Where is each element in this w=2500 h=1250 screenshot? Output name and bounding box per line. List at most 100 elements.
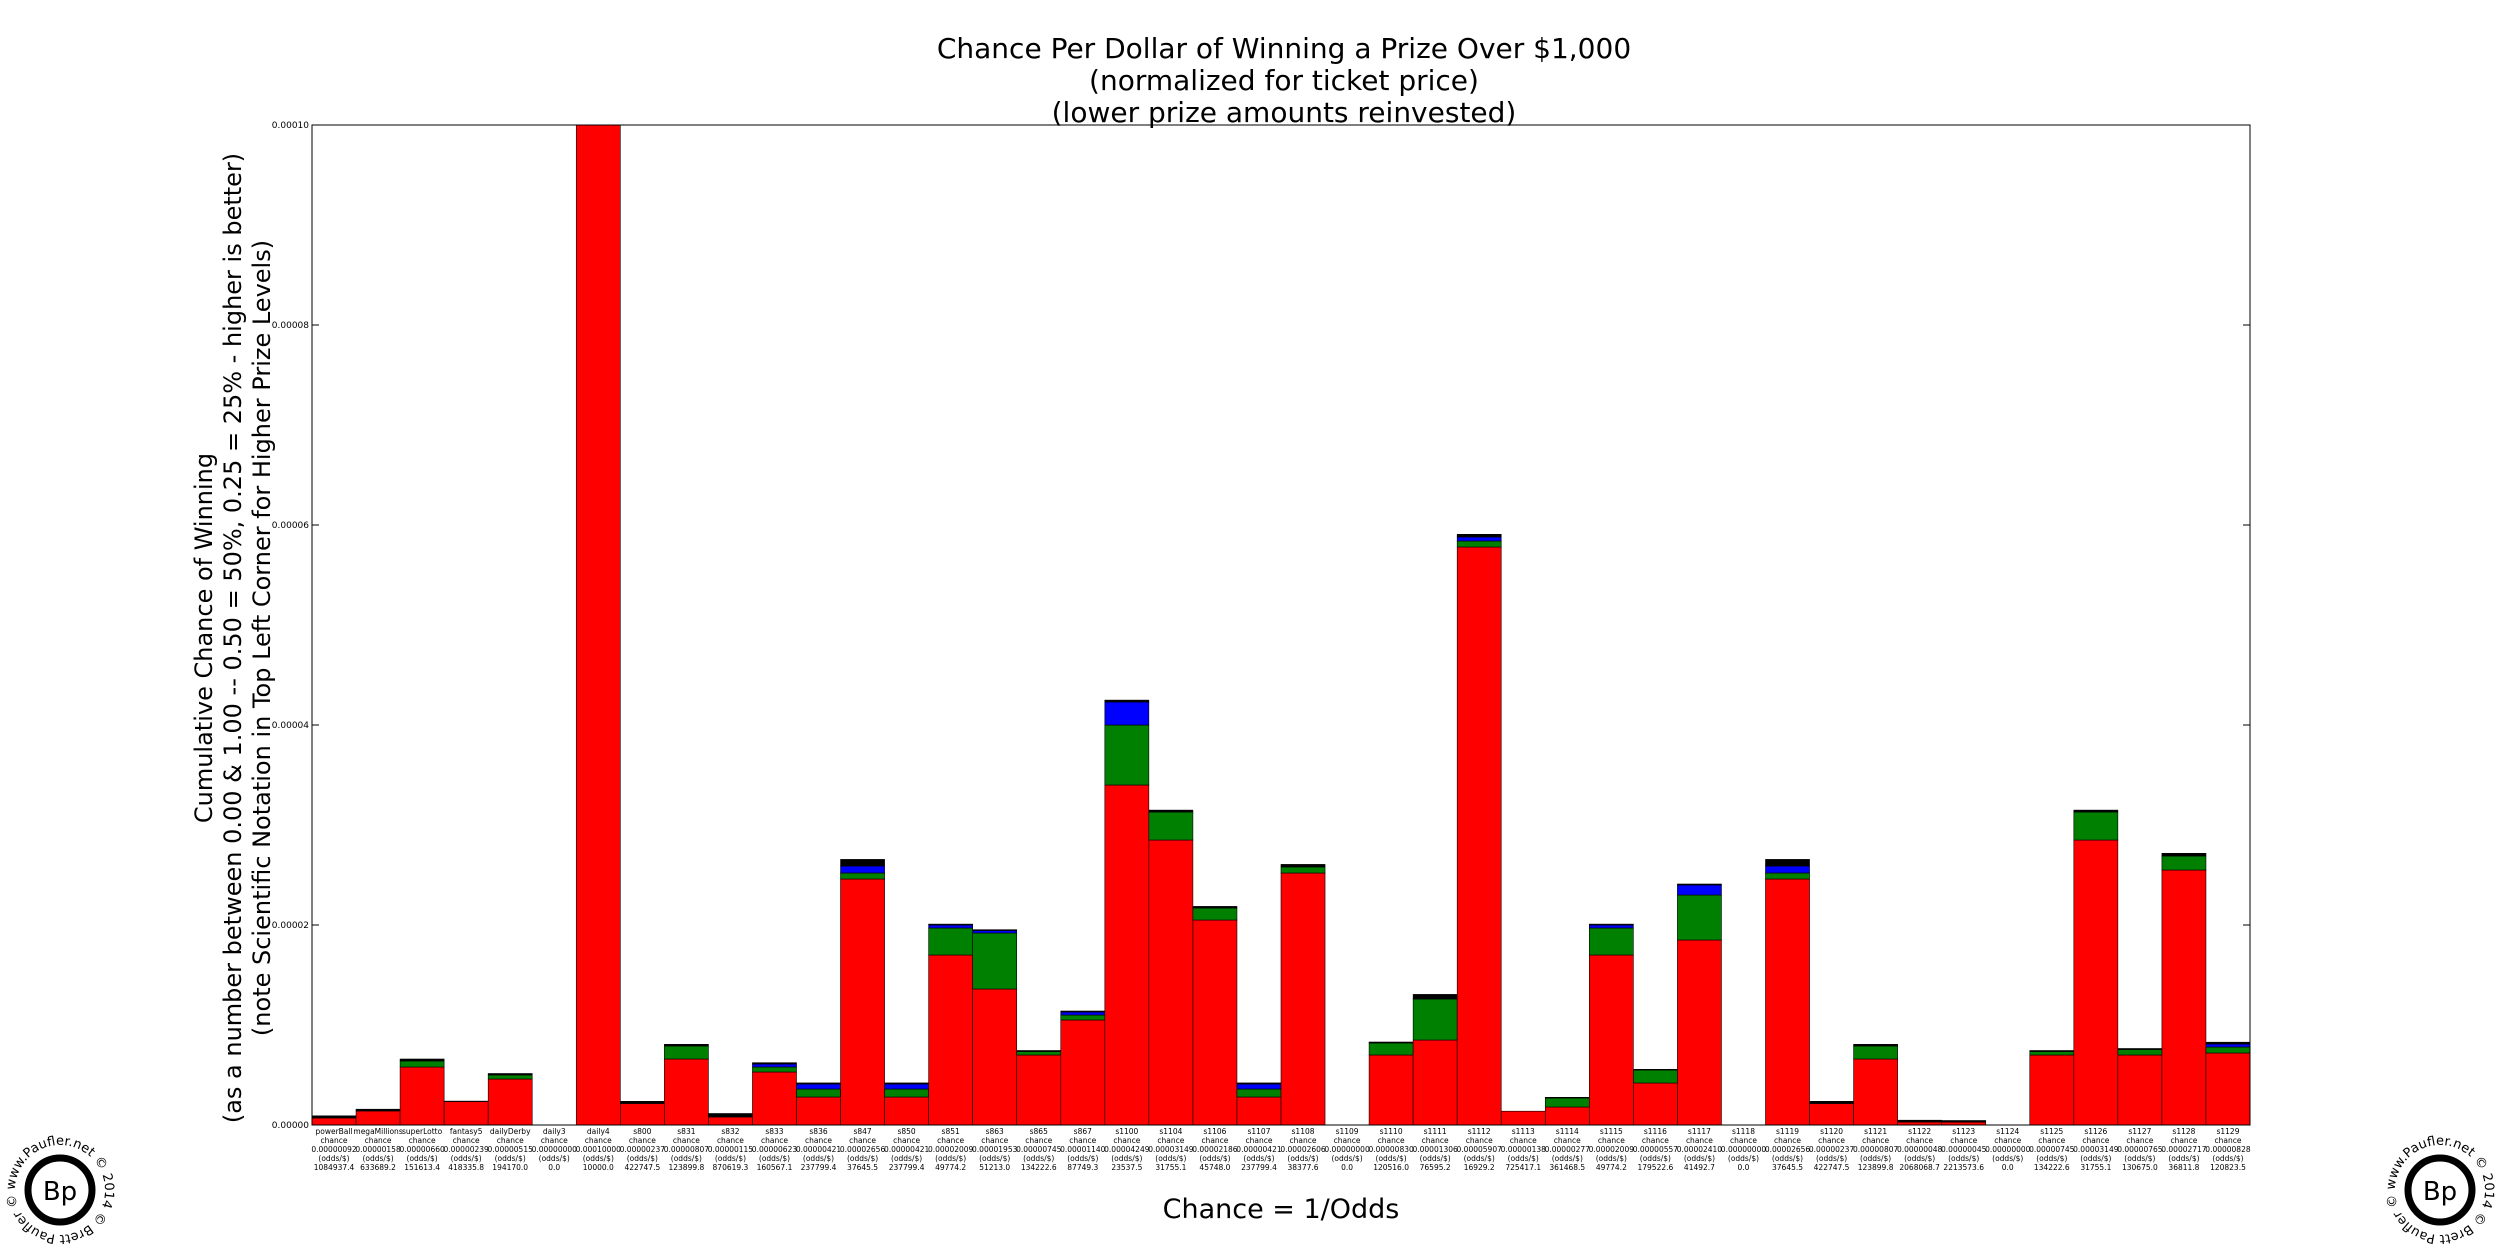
bar-s867-green [1060, 1014, 1106, 1021]
bar-s1100-blue [1104, 701, 1150, 726]
x-tick-name-s1100: s1100 [1115, 1127, 1138, 1136]
bar-s847-green [840, 872, 885, 880]
x-tick-odds-label-s1121: (odds/$) [1860, 1154, 1891, 1163]
x-tick-chance-s847: 0.00002656 [840, 1145, 886, 1154]
x-tick-odds-megaMillions: 633689.2 [360, 1163, 396, 1172]
bar-s865-green [1016, 1051, 1062, 1056]
bar-s1112-black [1456, 533, 1502, 538]
bar-s1119-red [1765, 878, 1810, 1126]
bar-s851-red [928, 954, 973, 1126]
x-tick-chance-s833: 0.00000623 [752, 1145, 798, 1154]
bar-s1128-black [2161, 852, 2207, 857]
bar-s1108-black [1280, 864, 1326, 868]
x-tick-name-s1117: s1117 [1688, 1127, 1711, 1136]
bar-s1116-black [1633, 1069, 1678, 1071]
x-tick-name-s1121: s1121 [1864, 1127, 1887, 1136]
bar-megaMillions-red [355, 1110, 401, 1126]
y-axis-label: Cumulative Chance of Winning (as a numbe… [190, 153, 276, 1123]
x-tick-odds-label-s1119: (odds/$) [1772, 1154, 1803, 1163]
x-tick-odds-label-fantasy5: (odds/$) [451, 1154, 482, 1163]
bar-s831-black [664, 1044, 709, 1047]
bar-s1129-black [2205, 1041, 2251, 1045]
y-tick-label-2: 0.00004 [272, 721, 309, 731]
bar-s865-black [1016, 1050, 1062, 1052]
x-tick-odds-label-s1108: (odds/$) [1287, 1154, 1318, 1163]
x-tick-chance-s1129: 0.00000828 [2205, 1145, 2251, 1154]
bar-s1120-black [1809, 1101, 1854, 1104]
chart-title: Chance Per Dollar of Winning a Prize Ove… [937, 32, 1631, 129]
bar-s1114-green [1544, 1097, 1590, 1108]
bar-powerBall-red [311, 1117, 357, 1126]
title-line-3: (lower prize amounts reinvested) [1052, 96, 1517, 129]
x-tick-chance-label-s1113: chance [1510, 1136, 1537, 1145]
x-tick-odds-s1111: 76595.2 [1420, 1163, 1451, 1172]
x-tick-odds-s1126: 31755.1 [2080, 1163, 2111, 1172]
bar-s851-blue [928, 924, 973, 929]
x-tick-name-s1126: s1126 [2084, 1127, 2107, 1136]
logo-ring [2404, 1154, 2476, 1226]
bar-s1115-green [1589, 927, 1634, 956]
x-tick-chance-s1114: 0.00000277 [1545, 1145, 1591, 1154]
bar-s1127-green [2117, 1049, 2163, 1056]
x-tick-name-s1111: s1111 [1424, 1127, 1447, 1136]
x-tick-odds-label-superLotto: (odds/$) [407, 1154, 438, 1163]
bar-s831-red [664, 1058, 709, 1126]
x-tick-chance-label-s1120: chance [1818, 1136, 1845, 1145]
bar-s1116-red [1633, 1082, 1678, 1126]
bar-s1107-black [1236, 1082, 1282, 1085]
x-tick-chance-s831: 0.00000807 [664, 1145, 710, 1154]
x-tick-chance-s1125: 0.00000745 [2029, 1145, 2075, 1154]
y-tick-label-1: 0.00002 [272, 921, 309, 931]
x-tick-odds-s1109: 0.0 [1341, 1163, 1353, 1172]
y-ticks-group: 0.00000 0.00002 0.00004 0.00006 0.00008 0.000… [272, 121, 2250, 1131]
x-tick-name-s1107: s1107 [1247, 1127, 1270, 1136]
x-tick-name-s1113: s1113 [1512, 1127, 1535, 1136]
x-tick-name-s1118: s1118 [1732, 1127, 1755, 1136]
x-tick-chance-label-s1116: chance [1642, 1136, 1669, 1145]
x-tick-odds-label-s831: (odds/$) [671, 1154, 702, 1163]
bar-s1121-green [1853, 1045, 1898, 1060]
bar-s1127-black [2117, 1048, 2163, 1050]
x-tick-chance-label-s800: chance [629, 1136, 656, 1145]
x-tick-odds-label-s863: (odds/$) [979, 1154, 1010, 1163]
x-tick-name-s1109: s1109 [1336, 1127, 1359, 1136]
x-tick-name-s831: s831 [677, 1127, 695, 1136]
x-tick-name-powerBall: powerBall [315, 1127, 352, 1136]
logo-text: Bp [43, 1177, 77, 1207]
x-tick-chance-label-s1119: chance [1774, 1136, 1801, 1145]
bar-s867-blue [1060, 1011, 1106, 1016]
x-tick-chance-s1111: 0.00001306 [1412, 1145, 1458, 1154]
x-tick-name-s850: s850 [897, 1127, 915, 1136]
watermark-left: www.Paufler.net © 2014 © Brett Paufler ©… [4, 1134, 116, 1246]
x-tick-odds-label-s1120: (odds/$) [1816, 1154, 1847, 1163]
bar-s865-red [1016, 1054, 1062, 1126]
x-tick-odds-s851: 49774.2 [935, 1163, 966, 1172]
x-tick-name-s867: s867 [1074, 1127, 1092, 1136]
x-tick-chance-label-daily3: chance [541, 1136, 568, 1145]
x-tick-chance-label-s833: chance [761, 1136, 788, 1145]
x-tick-odds-s1107: 237799.4 [1241, 1163, 1277, 1172]
x-tick-chance-s1100: 0.00004249 [1104, 1145, 1150, 1154]
x-tick-odds-label-s1128: (odds/$) [2168, 1154, 2199, 1163]
bars-group [311, 124, 2251, 1126]
x-tick-chance-s1120: 0.00000237 [1809, 1145, 1855, 1154]
x-tick-name-s832: s832 [721, 1127, 739, 1136]
x-tick-name-s1124: s1124 [1996, 1127, 2019, 1136]
x-tick-chance-s1121: 0.00000807 [1853, 1145, 1899, 1154]
x-tick-odds-powerBall: 1084937.4 [314, 1163, 355, 1172]
logo-ring [24, 1154, 96, 1226]
bar-superLotto-black [399, 1058, 445, 1062]
bar-s1104-black [1148, 809, 1194, 813]
x-tick-chance-s1117: 0.00002410 [1677, 1145, 1723, 1154]
x-tick-odds-label-s1107: (odds/$) [1243, 1154, 1274, 1163]
bar-s1119-blue [1765, 865, 1810, 874]
x-tick-name-s847: s847 [853, 1127, 871, 1136]
x-tick-chance-s832: 0.00000115 [708, 1145, 754, 1154]
x-tick-odds-label-s1110: (odds/$) [1376, 1154, 1407, 1163]
x-tick-odds-label-s800: (odds/$) [627, 1154, 658, 1163]
x-tick-odds-label-s1100: (odds/$) [1111, 1154, 1142, 1163]
bar-s851-black [928, 923, 973, 926]
x-tick-odds-s867: 87749.3 [1067, 1163, 1098, 1172]
x-tick-name-fantasy5: fantasy5 [450, 1127, 483, 1136]
bar-s1115-red [1589, 954, 1634, 1126]
